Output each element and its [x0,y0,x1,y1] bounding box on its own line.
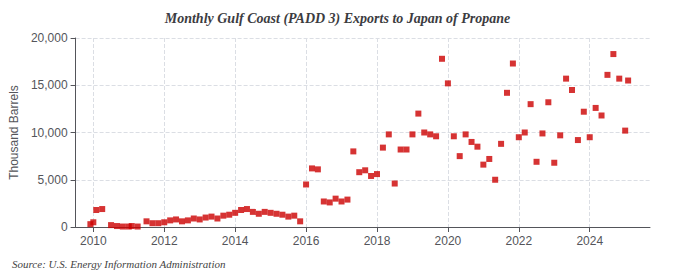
svg-text:2018: 2018 [364,234,391,248]
svg-text:2016: 2016 [293,234,320,248]
svg-text:2010: 2010 [80,234,107,248]
svg-text:2012: 2012 [151,234,178,248]
svg-text:2014: 2014 [222,234,249,248]
svg-text:20,000: 20,000 [31,31,68,45]
svg-text:Thousand Barrels: Thousand Barrels [7,85,21,180]
svg-text:2022: 2022 [505,234,532,248]
svg-text:Monthly Gulf Coast (PADD 3) Ex: Monthly Gulf Coast (PADD 3) Exports to J… [164,11,511,27]
svg-text:10,000: 10,000 [31,126,68,140]
svg-text:0: 0 [61,220,68,234]
svg-text:15,000: 15,000 [31,78,68,92]
svg-text:5,000: 5,000 [38,173,68,187]
svg-text:2024: 2024 [576,234,603,248]
svg-text:2020: 2020 [435,234,462,248]
svg-text:Source: U.S. Energy Informatio: Source: U.S. Energy Information Administ… [12,258,226,270]
